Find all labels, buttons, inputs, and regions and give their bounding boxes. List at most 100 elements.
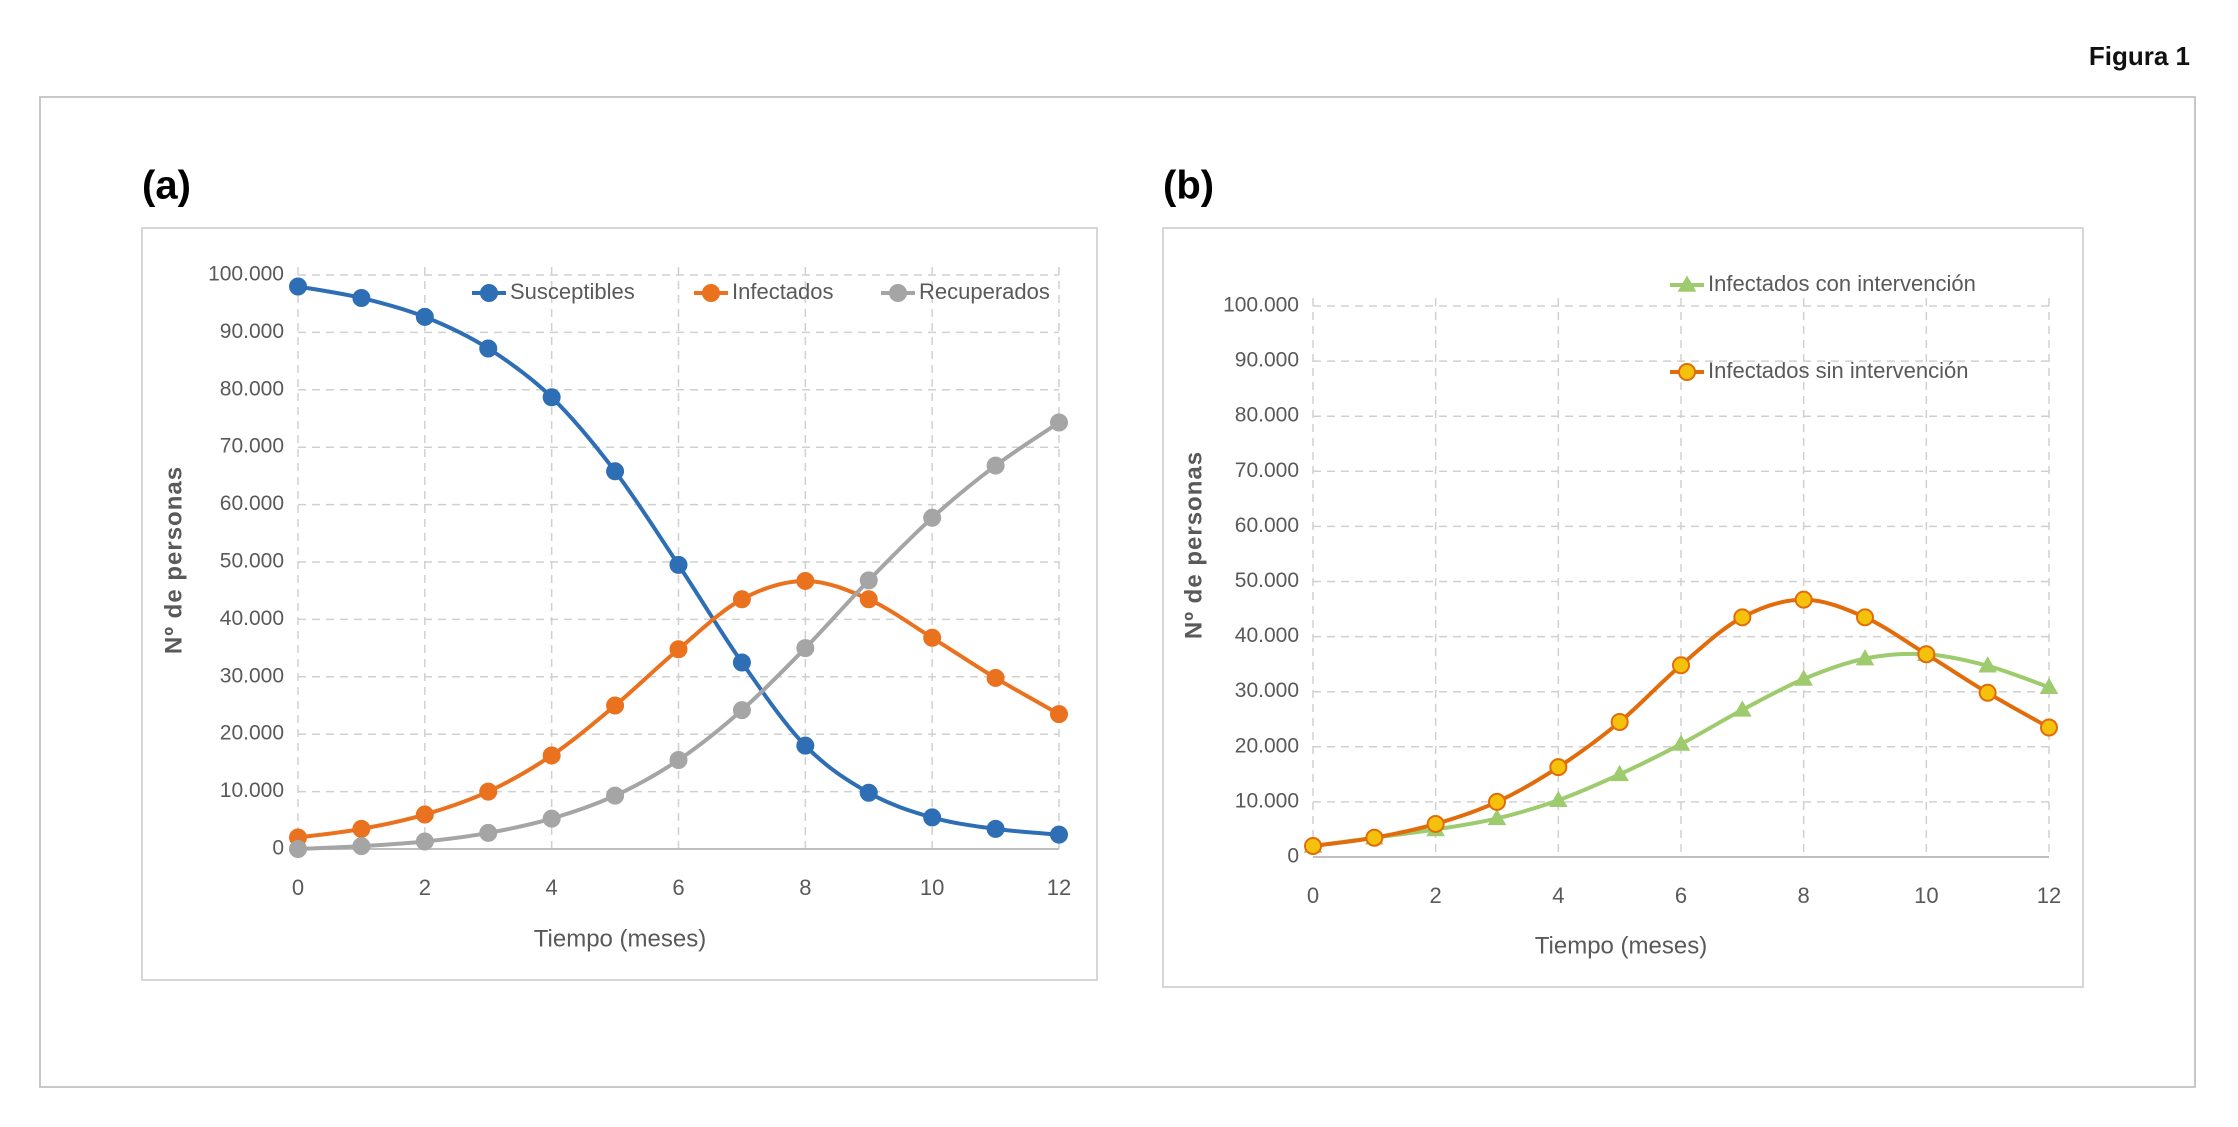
data-point	[542, 809, 561, 828]
y-tick-label: 80.000	[1235, 404, 1299, 427]
data-point	[1917, 645, 1936, 664]
data-point	[1672, 656, 1690, 675]
x-tick-label: 10	[920, 875, 944, 900]
figure-label: Figura 1	[2089, 41, 2190, 71]
data-point	[1671, 734, 1691, 751]
data-point	[1050, 413, 1068, 432]
y-tick-label: 40.000	[1235, 624, 1299, 647]
y-tick-label: 30.000	[1235, 679, 1299, 702]
x-tick-label: 2	[1430, 883, 1442, 908]
data-point	[352, 819, 371, 838]
legend-label: Recuperados	[919, 279, 1050, 304]
y-tick-label: 80.000	[220, 377, 284, 400]
x-tick-label: 4	[1552, 883, 1564, 908]
x-tick-label: 0	[1307, 883, 1319, 908]
chart-frame	[1162, 227, 2084, 988]
data-point	[923, 628, 942, 647]
y-tick-label: 50.000	[220, 550, 284, 573]
data-point	[606, 696, 625, 715]
legend-label: Infectados con intervención	[1708, 271, 1976, 296]
x-tick-label: 8	[1798, 883, 1810, 908]
data-point	[669, 751, 688, 770]
data-point	[732, 590, 751, 609]
data-point	[859, 783, 878, 802]
x-tick-label: 4	[546, 875, 558, 900]
y-tick-label: 60.000	[1235, 514, 1299, 537]
y-axis-label: Nº de personas	[1180, 451, 1207, 639]
legend-label: Infectados sin intervención	[1708, 358, 1969, 383]
data-point	[1304, 836, 1322, 855]
y-tick-label: 10.000	[220, 779, 284, 802]
x-tick-label: 12	[1047, 875, 1071, 900]
data-point	[542, 388, 561, 407]
x-tick-label: 6	[672, 875, 684, 900]
legend-marker	[1677, 275, 1697, 292]
data-point	[796, 571, 815, 590]
x-tick-label: 12	[2037, 883, 2061, 908]
data-point	[352, 837, 371, 856]
y-tick-label: 90.000	[1235, 349, 1299, 372]
data-point	[859, 571, 878, 590]
y-tick-label: 20.000	[220, 722, 284, 745]
data-point	[669, 640, 688, 659]
x-axis-label: Tiempo (meses)	[1535, 932, 1707, 959]
y-tick-label: 100.000	[1223, 294, 1299, 317]
data-point	[1978, 683, 1997, 702]
data-point	[479, 782, 498, 801]
y-tick-label: 40.000	[220, 607, 284, 630]
data-point	[1549, 790, 1568, 807]
data-point	[923, 508, 942, 527]
data-point	[986, 819, 1005, 838]
y-tick-label: 60.000	[220, 492, 284, 515]
data-point	[415, 307, 434, 326]
chart-frame	[141, 227, 1098, 981]
data-point	[986, 668, 1005, 687]
data-point	[1794, 669, 1813, 686]
y-tick-label: 10.000	[1235, 789, 1299, 812]
data-point	[986, 456, 1005, 475]
x-tick-label: 10	[1914, 883, 1938, 908]
legend-marker	[480, 284, 498, 302]
data-point	[415, 805, 434, 824]
data-point	[479, 823, 498, 842]
data-point	[415, 832, 434, 851]
legend-label: Susceptibles	[510, 279, 635, 304]
data-point	[352, 288, 371, 307]
data-point	[1733, 700, 1752, 717]
data-point	[732, 653, 751, 672]
data-point	[1856, 608, 1874, 627]
data-point	[1487, 808, 1507, 826]
data-point	[2039, 677, 2059, 695]
y-tick-label: 50.000	[1235, 569, 1299, 592]
y-tick-label: 0	[272, 837, 284, 860]
panel-label: (a)	[142, 164, 191, 208]
y-tick-label: 90.000	[220, 320, 284, 343]
data-point	[606, 462, 625, 481]
x-tick-label: 6	[1675, 883, 1687, 908]
data-point	[796, 639, 815, 658]
legend-marker	[702, 284, 720, 302]
data-point	[1426, 814, 1445, 833]
data-point	[1855, 649, 1875, 666]
data-point	[1733, 608, 1752, 627]
x-tick-label: 0	[292, 875, 304, 900]
data-point	[606, 786, 625, 805]
data-point	[1488, 792, 1506, 811]
legend-marker	[1678, 363, 1696, 381]
figure-frame	[39, 96, 2196, 1088]
y-tick-label: 100.000	[208, 263, 284, 286]
data-point	[2040, 718, 2058, 737]
data-point	[542, 746, 561, 765]
y-axis-label: Nº de personas	[160, 466, 187, 654]
data-point	[923, 808, 942, 827]
y-tick-label: 70.000	[220, 435, 284, 458]
data-point	[859, 590, 878, 609]
panel-label: (b)	[1163, 164, 1214, 208]
data-point	[1794, 590, 1813, 609]
data-point	[1365, 828, 1384, 847]
x-axis-label: Tiempo (meses)	[534, 925, 706, 952]
data-point	[732, 701, 751, 720]
legend-label: Infectados	[732, 279, 834, 304]
y-tick-label: 0	[1287, 845, 1299, 868]
